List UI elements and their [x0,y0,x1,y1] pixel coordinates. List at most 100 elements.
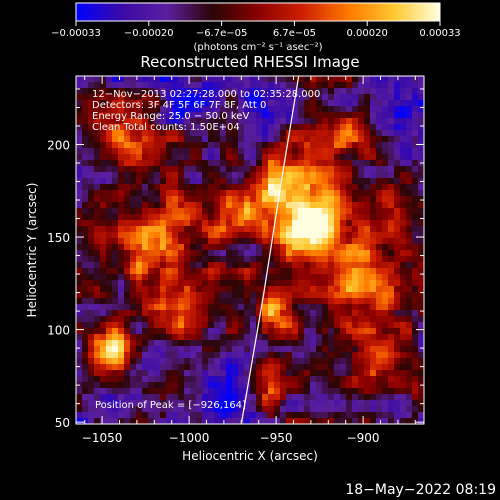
heatmap-cell [382,82,389,89]
heatmap-cell [274,280,281,287]
heatmap-cell [160,214,167,221]
heatmap-cell [178,100,185,107]
heatmap-cell [124,352,131,359]
heatmap-cell [112,328,119,335]
heatmap-cell [382,160,389,167]
heatmap-cell [178,154,185,161]
heatmap-cell [112,310,119,317]
heatmap-cell [142,358,149,365]
heatmap-cell [250,112,257,119]
heatmap-cell [394,172,401,179]
heatmap-cell [382,376,389,383]
heatmap-cell [136,202,143,209]
heatmap-cell [364,214,371,221]
heatmap-cell [202,112,209,119]
observation-time: 12−Nov−2013 02:27:28.000 to 02:35:28.000 [92,89,320,100]
heatmap-cell [76,184,83,191]
heatmap-cell [202,280,209,287]
heatmap-cell [190,322,197,329]
heatmap-cell [82,124,89,131]
heatmap-cell [142,190,149,197]
heatmap-cell [214,316,221,323]
heatmap-cell [286,406,293,413]
heatmap-cell [136,400,143,407]
heatmap-cell [334,178,341,185]
heatmap-cell [142,220,149,227]
heatmap-cell [346,394,353,401]
heatmap-cell [94,400,101,407]
heatmap-cell [340,214,347,221]
heatmap-cell [190,298,197,305]
heatmap-cell [238,274,245,281]
heatmap-cell [280,160,287,167]
heatmap-cell [130,310,137,317]
heatmap-cell [388,118,395,125]
heatmap-cell [346,388,353,395]
heatmap-cell [184,238,191,245]
heatmap-cell [406,166,413,173]
heatmap-cell [370,292,377,299]
heatmap-cell [394,412,401,419]
heatmap-cell [262,202,269,209]
heatmap-cell [316,298,323,305]
heatmap-cell [256,196,263,203]
heatmap-cell [94,160,101,167]
heatmap-cell [370,82,377,89]
heatmap-cell [112,82,119,89]
heatmap-cell [256,400,263,407]
heatmap-cell [124,304,131,311]
heatmap-cell [118,88,125,95]
heatmap-cell [112,406,119,413]
heatmap-cell [232,298,239,305]
heatmap-cell [184,214,191,221]
heatmap-cell [376,112,383,119]
heatmap-cell [154,196,161,203]
heatmap-cell [388,142,395,149]
heatmap-cell [208,406,215,413]
heatmap-cell [142,364,149,371]
heatmap-cell [142,124,149,131]
heatmap-cell [334,202,341,209]
heatmap-cell [382,322,389,329]
heatmap-cell [376,160,383,167]
heatmap-cell [112,190,119,197]
heatmap-cell [268,340,275,347]
heatmap-cell [256,244,263,251]
heatmap-cell [76,406,83,413]
heatmap-cell [358,352,365,359]
heatmap-cell [196,418,203,424]
heatmap-cell [400,334,407,341]
heatmap-cell [352,370,359,377]
heatmap-cell [316,388,323,395]
heatmap-cell [94,232,101,239]
heatmap-cell [364,94,371,101]
heatmap-cell [316,322,323,329]
heatmap-cell [76,142,83,149]
heatmap-cell [178,328,185,335]
heatmap-cell [304,244,311,251]
heatmap-cell [202,304,209,311]
heatmap-cell [346,76,353,83]
heatmap-cell [334,142,341,149]
heatmap-cell [388,130,395,137]
heatmap-cell [148,214,155,221]
heatmap-cell [208,262,215,269]
heatmap-cell [154,238,161,245]
heatmap-cell [250,214,257,221]
heatmap-cell [406,388,413,395]
heatmap-cell [106,148,113,155]
heatmap-cell [154,304,161,311]
heatmap-cell [274,244,281,251]
heatmap-cell [166,166,173,173]
heatmap-cell [88,172,95,179]
heatmap-cell [232,202,239,209]
heatmap-cell [406,310,413,317]
heatmap-cell [334,160,341,167]
heatmap-cell [178,292,185,299]
heatmap-cell [394,136,401,143]
heatmap-cell [124,316,131,323]
heatmap-cell [196,232,203,239]
heatmap-cell [112,340,119,347]
heatmap-cell [346,214,353,221]
heatmap-cell [286,76,293,83]
